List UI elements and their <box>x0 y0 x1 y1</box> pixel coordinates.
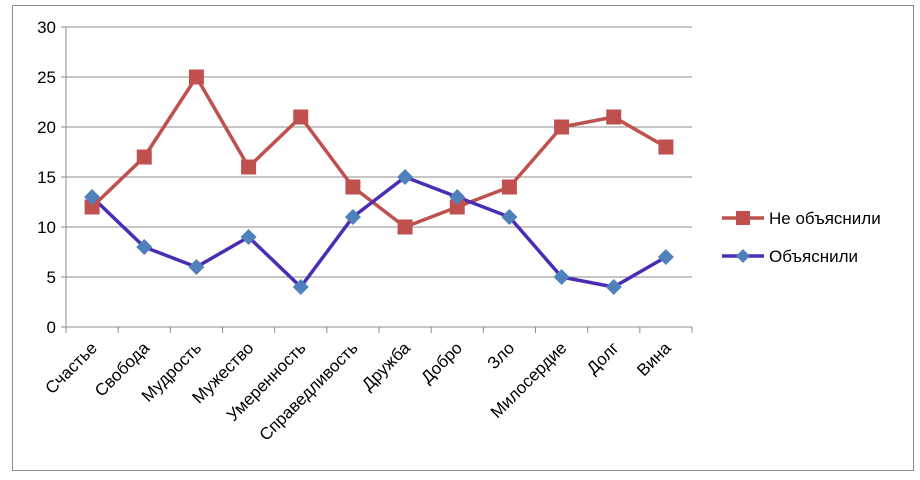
data-point <box>84 199 100 215</box>
data-point <box>606 109 622 125</box>
data-point <box>344 209 361 225</box>
x-tick-label: Добро <box>417 338 466 387</box>
data-point <box>553 269 570 285</box>
y-tick-label: 0 <box>47 318 56 337</box>
legend-label: Не объяснили <box>769 209 881 228</box>
data-point <box>84 189 101 205</box>
legend: Не объяснили Объяснили <box>722 209 881 266</box>
y-tick-label: 30 <box>37 18 56 37</box>
series-lines <box>84 69 674 295</box>
axes <box>61 26 693 333</box>
data-point <box>136 239 153 255</box>
series-line <box>90 175 667 289</box>
legend-label: Объяснили <box>769 247 858 266</box>
data-point <box>292 279 309 295</box>
data-point <box>657 249 674 265</box>
legend-marker <box>736 211 750 225</box>
data-point <box>345 179 361 195</box>
data-point <box>501 209 518 225</box>
data-point <box>188 69 204 85</box>
data-point <box>605 279 622 295</box>
data-point <box>449 199 465 215</box>
data-point <box>658 139 674 155</box>
gridlines <box>66 26 692 278</box>
legend-marker <box>736 249 750 263</box>
x-tick-label: Дружба <box>358 338 414 394</box>
data-point <box>188 259 205 275</box>
x-tick-label: Зло <box>484 338 519 373</box>
data-point <box>293 109 309 125</box>
y-tick-label: 15 <box>37 168 56 187</box>
x-tick-labels: СчастьеСвободаМудростьМужествоУмеренност… <box>42 338 676 445</box>
data-point <box>449 189 466 205</box>
chart-frame <box>12 5 914 471</box>
data-point <box>397 169 414 185</box>
x-tick-label: Вина <box>633 338 675 380</box>
y-tick-label: 5 <box>47 268 56 287</box>
y-tick-labels: 0 5 10 15 20 25 30 <box>37 18 56 337</box>
series-line <box>90 75 667 229</box>
data-point <box>501 179 517 195</box>
data-point <box>397 219 413 235</box>
data-point <box>241 159 257 175</box>
y-tick-label: 10 <box>37 218 56 237</box>
data-point <box>554 119 570 135</box>
x-tick-label: Справедливость <box>256 338 362 444</box>
y-tick-label: 20 <box>37 118 56 137</box>
data-point <box>240 229 257 245</box>
y-tick-label: 25 <box>37 68 56 87</box>
data-point <box>136 149 152 165</box>
x-tick-label: Долг <box>583 338 623 378</box>
